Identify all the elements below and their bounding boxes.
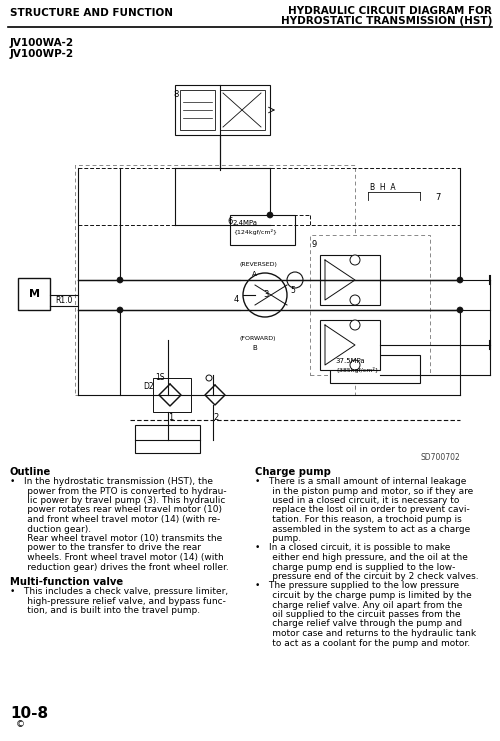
- Bar: [153, 378, 191, 412]
- Bar: [75, 165, 355, 395]
- Text: 1S: 1S: [155, 373, 164, 382]
- Text: power from the PTO is converted to hydrau-: power from the PTO is converted to hydra…: [10, 487, 226, 496]
- Bar: [220, 90, 265, 130]
- Text: tion, and is built into the travel pump.: tion, and is built into the travel pump.: [10, 606, 200, 615]
- Text: {124kgf/cm²}: {124kgf/cm²}: [233, 229, 277, 235]
- Text: 9: 9: [312, 240, 318, 249]
- Text: assembled in the system to act as a charge: assembled in the system to act as a char…: [255, 525, 470, 534]
- Text: •   There is a small amount of internal leakage: • There is a small amount of internal le…: [255, 477, 466, 486]
- Text: oil supplied to the circuit passes from the: oil supplied to the circuit passes from …: [255, 610, 460, 619]
- Text: 1: 1: [168, 413, 173, 422]
- Text: D2: D2: [143, 382, 154, 391]
- Bar: [320, 320, 380, 370]
- Circle shape: [350, 360, 360, 370]
- Text: Charge pump: Charge pump: [255, 467, 331, 477]
- Text: motor case and returns to the hydraulic tank: motor case and returns to the hydraulic …: [255, 629, 476, 638]
- Text: power to the transfer to drive the rear: power to the transfer to drive the rear: [10, 543, 201, 553]
- Text: 8: 8: [173, 90, 178, 99]
- Text: wheels. Front wheel travel motor (14) (with: wheels. Front wheel travel motor (14) (w…: [10, 553, 224, 562]
- Bar: [135, 425, 200, 453]
- Text: reduction gear) drives the front wheel roller.: reduction gear) drives the front wheel r…: [10, 562, 229, 571]
- Text: 10-8: 10-8: [10, 706, 48, 721]
- Text: power rotates rear wheel travel motor (10): power rotates rear wheel travel motor (1…: [10, 505, 222, 514]
- Text: pump.: pump.: [255, 534, 301, 543]
- Text: JV100WP-2: JV100WP-2: [10, 49, 74, 59]
- Circle shape: [350, 320, 360, 330]
- Text: 3: 3: [263, 290, 268, 299]
- Text: 4: 4: [234, 295, 239, 304]
- Text: A: A: [252, 271, 257, 277]
- Text: charge relief valve. Any oil apart from the: charge relief valve. Any oil apart from …: [255, 600, 462, 610]
- Bar: [180, 90, 215, 130]
- Text: charge relief valve through the pump and: charge relief valve through the pump and: [255, 619, 462, 628]
- Text: •   This includes a check valve, pressure limiter,: • This includes a check valve, pressure …: [10, 587, 228, 596]
- Bar: [18, 278, 50, 310]
- Text: Rear wheel travel motor (10) transmits the: Rear wheel travel motor (10) transmits t…: [10, 534, 222, 543]
- Text: and front wheel travel motor (14) (with re-: and front wheel travel motor (14) (with …: [10, 515, 220, 524]
- Polygon shape: [159, 384, 181, 406]
- Text: 6: 6: [227, 217, 232, 226]
- Text: lic power by travel pump (3). This hydraulic: lic power by travel pump (3). This hydra…: [10, 496, 226, 505]
- Text: (FORWARD): (FORWARD): [240, 336, 277, 341]
- Circle shape: [117, 277, 123, 283]
- Text: SD700702: SD700702: [420, 453, 460, 462]
- Bar: [310, 235, 430, 375]
- Text: M: M: [28, 289, 40, 299]
- Text: {385kgf/cm²}: {385kgf/cm²}: [335, 367, 379, 373]
- Text: HYDROSTATIC TRANSMISSION (HST): HYDROSTATIC TRANSMISSION (HST): [280, 16, 492, 26]
- Text: B  H  A: B H A: [370, 183, 396, 192]
- Text: 5: 5: [290, 286, 296, 295]
- Text: tation. For this reason, a trochoid pump is: tation. For this reason, a trochoid pump…: [255, 515, 462, 524]
- Text: B: B: [252, 345, 257, 351]
- Text: Outline: Outline: [10, 467, 51, 477]
- Circle shape: [117, 307, 123, 313]
- Text: to act as a coolant for the pump and motor.: to act as a coolant for the pump and mot…: [255, 639, 470, 648]
- Text: either end high pressure, and the oil at the: either end high pressure, and the oil at…: [255, 553, 468, 562]
- Circle shape: [457, 307, 463, 313]
- Text: 37.5MPa: 37.5MPa: [335, 358, 364, 364]
- Bar: [320, 255, 380, 305]
- Circle shape: [267, 212, 273, 218]
- Text: •   In a closed circuit, it is possible to make: • In a closed circuit, it is possible to…: [255, 543, 450, 553]
- Polygon shape: [205, 385, 225, 405]
- Circle shape: [243, 273, 287, 317]
- Text: ©: ©: [16, 720, 25, 729]
- Text: (REVERSED): (REVERSED): [240, 262, 278, 267]
- Text: 2.4MPa: 2.4MPa: [233, 220, 258, 226]
- Circle shape: [287, 272, 303, 288]
- Text: charge pump end is supplied to the low-: charge pump end is supplied to the low-: [255, 562, 456, 571]
- Bar: [175, 85, 270, 135]
- Text: •   The pressure supplied to the low pressure: • The pressure supplied to the low press…: [255, 582, 459, 591]
- Text: duction gear).: duction gear).: [10, 525, 91, 534]
- Circle shape: [457, 277, 463, 283]
- Text: R1.0: R1.0: [55, 296, 72, 305]
- Text: in the piston pump and motor, so if they are: in the piston pump and motor, so if they…: [255, 487, 473, 496]
- Bar: [330, 355, 420, 383]
- Text: 7: 7: [435, 193, 440, 202]
- Text: 2: 2: [213, 413, 218, 422]
- Text: pressure end of the circuit by 2 check valves.: pressure end of the circuit by 2 check v…: [255, 572, 478, 581]
- Circle shape: [350, 255, 360, 265]
- Circle shape: [206, 375, 212, 381]
- Text: JV100WA-2: JV100WA-2: [10, 38, 74, 48]
- Text: high-pressure relief valve, and bypass func-: high-pressure relief valve, and bypass f…: [10, 597, 226, 605]
- Text: HYDRAULIC CIRCUIT DIAGRAM FOR: HYDRAULIC CIRCUIT DIAGRAM FOR: [288, 6, 492, 16]
- Bar: [230, 215, 295, 245]
- Text: Multi-function valve: Multi-function valve: [10, 577, 123, 587]
- Text: used in a closed circuit, it is necessary to: used in a closed circuit, it is necessar…: [255, 496, 460, 505]
- Text: circuit by the charge pump is limited by the: circuit by the charge pump is limited by…: [255, 591, 472, 600]
- Text: •   In the hydrostatic transmission (HST), the: • In the hydrostatic transmission (HST),…: [10, 477, 213, 486]
- Text: replace the lost oil in order to prevent cavi-: replace the lost oil in order to prevent…: [255, 505, 470, 514]
- Text: STRUCTURE AND FUNCTION: STRUCTURE AND FUNCTION: [10, 8, 173, 18]
- Circle shape: [350, 295, 360, 305]
